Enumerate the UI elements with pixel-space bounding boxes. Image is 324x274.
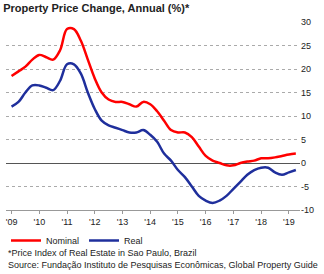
svg-text:Property Price Change, Annual: Property Price Change, Annual (%)* — [3, 2, 190, 14]
svg-text:'19: '19 — [283, 217, 295, 227]
svg-text:10: 10 — [301, 111, 311, 121]
svg-text:20: 20 — [301, 64, 311, 74]
svg-text:'16: '16 — [200, 217, 212, 227]
svg-text:Real: Real — [124, 236, 143, 246]
svg-text:'13: '13 — [117, 217, 129, 227]
svg-text:0: 0 — [301, 158, 306, 168]
svg-text:30: 30 — [301, 17, 311, 27]
svg-text:'18: '18 — [255, 217, 267, 227]
svg-text:'11: '11 — [61, 217, 72, 227]
svg-text:25: 25 — [301, 41, 311, 51]
svg-text:'14: '14 — [144, 217, 156, 227]
svg-text:'17: '17 — [228, 217, 240, 227]
svg-text:'12: '12 — [89, 217, 101, 227]
svg-text:'15: '15 — [172, 217, 184, 227]
svg-text:*Price Index of Real Estate in: *Price Index of Real Estate in Sao Paulo… — [8, 248, 197, 258]
svg-text:Nominal: Nominal — [46, 236, 79, 246]
svg-text:5: 5 — [301, 135, 306, 145]
svg-text:15: 15 — [301, 88, 311, 98]
svg-text:'09: '09 — [6, 217, 18, 227]
svg-text:Source: Fundação Instituto de: Source: Fundação Instituto de Pesquisas … — [8, 260, 318, 270]
svg-text:-10: -10 — [301, 205, 314, 215]
svg-text:-5: -5 — [301, 182, 309, 192]
svg-text:'10: '10 — [33, 217, 45, 227]
